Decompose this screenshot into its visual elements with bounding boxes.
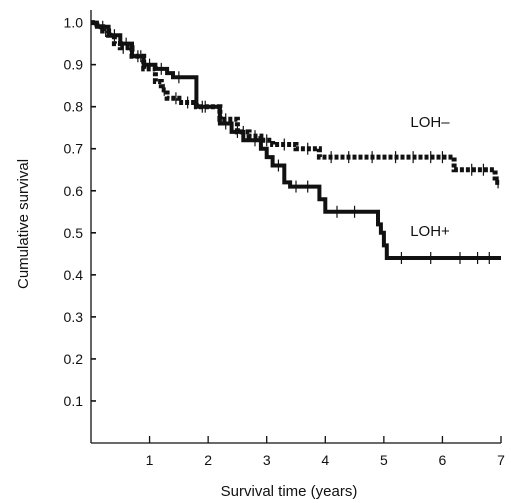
x-tick-label: 1 — [146, 452, 154, 468]
series-layer — [91, 20, 501, 260]
x-tick-label: 5 — [380, 452, 388, 468]
x-tick-label: 7 — [497, 452, 505, 468]
y-tick-label: 0.1 — [64, 393, 84, 409]
y-tick-label: 0.6 — [64, 183, 84, 199]
tick-marks — [91, 21, 502, 443]
y-tick-label: 0.7 — [64, 141, 84, 157]
y-tick-label: 0.9 — [64, 57, 84, 73]
y-tick-label: 0.4 — [64, 267, 84, 283]
series-line-loh-minus — [91, 20, 501, 185]
axes — [90, 10, 501, 444]
x-tick-label: 6 — [439, 452, 447, 468]
series-label-loh-plus: LOH+ — [410, 223, 450, 240]
y-axis-title: Cumulative survival — [15, 159, 32, 289]
y-tick-label: 1.0 — [64, 15, 84, 31]
series-label-loh-minus: LOH– — [410, 114, 450, 131]
x-tick-label: 4 — [321, 452, 329, 468]
y-tick-label: 0.3 — [64, 309, 84, 325]
x-tick-label: 2 — [204, 452, 212, 468]
tick-labels: 1 2 3 4 5 6 7 0.1 0.2 0.3 0.4 0.5 0.6 0.7 0.8 0.9 1.0 — [64, 15, 506, 468]
censor-marks — [102, 20, 499, 265]
x-axis-title: Survival time (years) — [221, 483, 358, 500]
y-tick-label: 0.2 — [64, 351, 84, 367]
x-tick-label: 3 — [263, 452, 271, 468]
series-line-loh-plus — [91, 20, 501, 260]
y-tick-label: 0.8 — [64, 99, 84, 115]
y-tick-label: 0.5 — [64, 225, 84, 241]
